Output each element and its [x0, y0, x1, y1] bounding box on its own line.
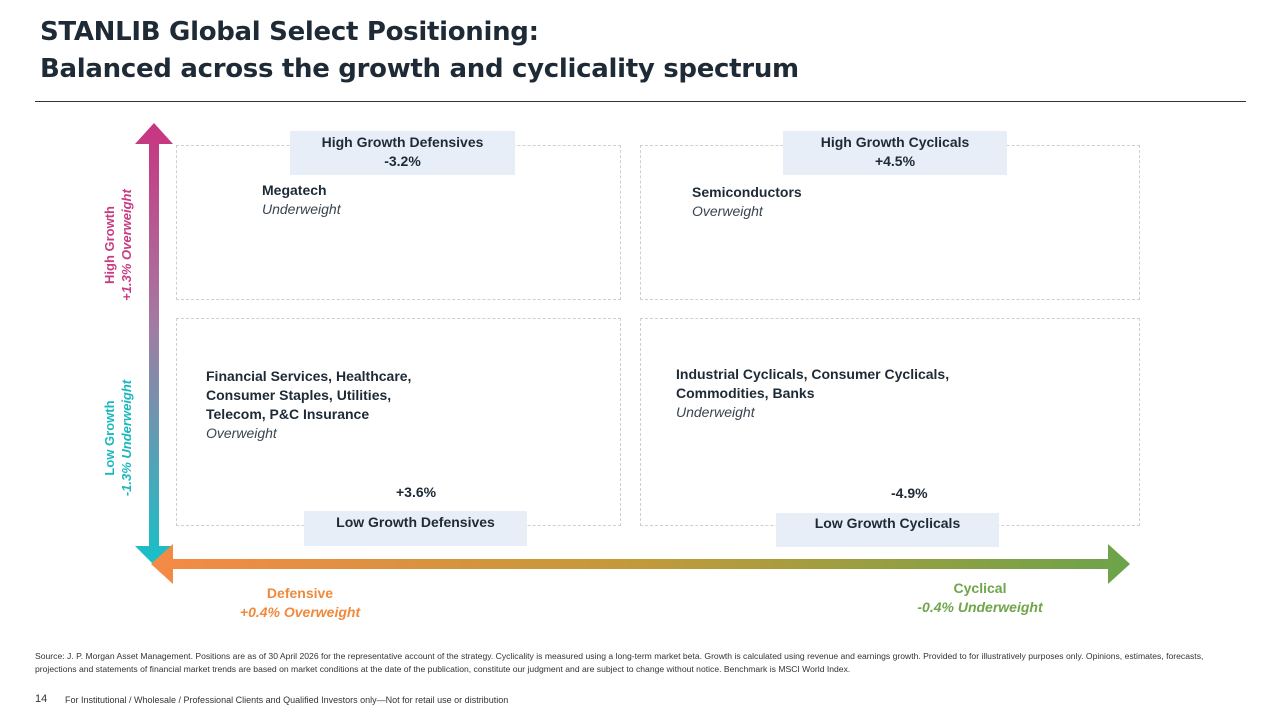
- quadrant-label-low-growth-defensives: Low Growth Defensives: [304, 511, 527, 546]
- position-text: Underweight: [262, 201, 341, 217]
- axis-label-text: Defensive: [266, 585, 334, 601]
- axis-label-value: -1.3% Underweight: [119, 379, 134, 497]
- page-title-line-1: STANLIB Global Select Positioning:: [40, 17, 539, 47]
- vertical-axis-arrow: [135, 123, 173, 565]
- sector-line: Telecom, P&C Insurance: [206, 406, 370, 422]
- quadrant-value-low-growth-defensives: +3.6%: [396, 484, 437, 500]
- axis-label-value: +1.3% Overweight: [119, 189, 134, 301]
- quadrant-label-text: Low Growth Defensives: [336, 514, 495, 530]
- quadrant-label-text: Low Growth Cyclicals: [814, 515, 961, 531]
- quadrant-label-text: High Growth Defensives: [321, 134, 484, 150]
- axis-label-value: -0.4% Underweight: [917, 599, 1043, 615]
- position-text: Overweight: [206, 425, 277, 441]
- axis-label-value: +0.4% Overweight: [239, 604, 361, 620]
- quadrant-content-top-left: Megatech Underweight: [262, 181, 341, 219]
- axis-label-text: Low Growth: [102, 400, 117, 476]
- source-note: Source: J. P. Morgan Asset Management. P…: [35, 651, 1204, 674]
- axis-label-defensive: Defensive +0.4% Overweight: [220, 584, 380, 622]
- axis-label-text: Cyclical: [953, 580, 1007, 596]
- horizontal-axis-arrow: [151, 544, 1130, 584]
- axis-label-cyclical: Cyclical -0.4% Underweight: [900, 579, 1060, 617]
- quadrant-content-bottom-right: Industrial Cyclicals, Consumer Cyclicals…: [676, 365, 996, 422]
- quadrant-content-bottom-left: Financial Services, Healthcare, Consumer…: [206, 367, 466, 443]
- axis-label-high-growth: High Growth +1.3% Overweight: [101, 175, 135, 315]
- quadrant-label-text: High Growth Cyclicals: [820, 134, 970, 150]
- quadrant-value-low-growth-cyclicals: -4.9%: [891, 485, 928, 501]
- quadrant-content-top-right: Semiconductors Overweight: [692, 183, 802, 221]
- footer-disclaimer: For Institutional / Wholesale / Professi…: [65, 695, 509, 705]
- page-title: STANLIB Global Select Positioning: Balan…: [40, 14, 1240, 88]
- quadrant-low-growth-cyclicals: [640, 318, 1140, 526]
- sector-line: Megatech: [262, 182, 327, 198]
- title-divider: [35, 101, 1246, 102]
- quadrant-label-high-growth-cyclicals: High Growth Cyclicals +4.5%: [783, 131, 1007, 175]
- quadrant-label-high-growth-defensives: High Growth Defensives -3.2%: [290, 131, 515, 175]
- quadrant-label-value: +4.5%: [874, 153, 916, 169]
- sector-line: Industrial Cyclicals, Consumer Cyclicals…: [676, 366, 950, 382]
- page-title-line-2: Balanced across the growth and cyclicali…: [40, 54, 799, 84]
- position-text: Underweight: [676, 404, 755, 420]
- quadrant-label-low-growth-cyclicals: Low Growth Cyclicals: [776, 513, 999, 547]
- quadrant-label-value: -3.2%: [384, 153, 421, 169]
- sector-line: Consumer Staples, Utilities,: [206, 387, 392, 403]
- axis-label-low-growth: Low Growth -1.3% Underweight: [101, 368, 135, 508]
- sector-line: Financial Services, Healthcare,: [206, 368, 412, 384]
- axis-label-text: High Growth: [102, 206, 117, 284]
- position-text: Overweight: [692, 203, 763, 219]
- sector-line: Commodities, Banks: [676, 385, 815, 401]
- sector-line: Semiconductors: [692, 184, 802, 200]
- page-number: 14: [35, 693, 48, 705]
